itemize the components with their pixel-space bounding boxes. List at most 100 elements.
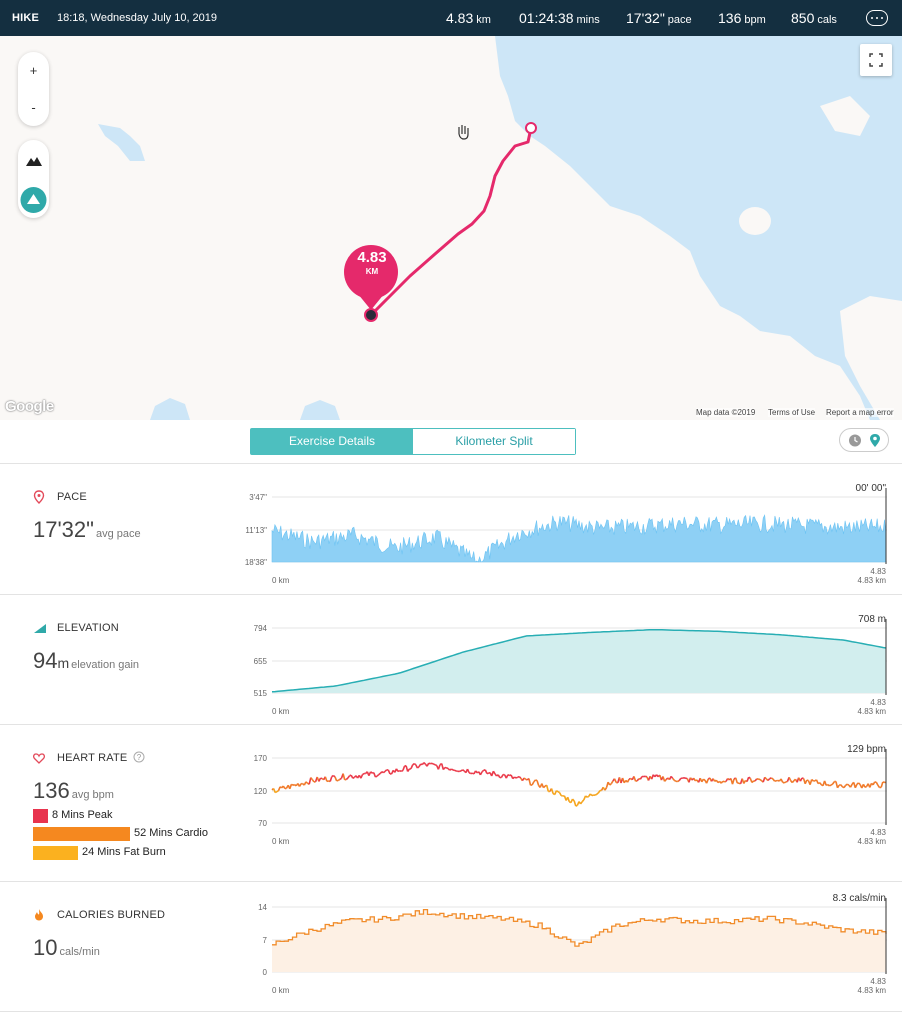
heart-rate-segment: [379, 771, 383, 774]
zoom-control: + -: [18, 52, 49, 126]
pace-chart[interactable]: 3'47" 11'13" 18'38" 00' 00" 4.83 0 km 4.…: [240, 476, 900, 591]
heart-rate-segment: [523, 777, 527, 781]
heart-rate-segment: [636, 778, 640, 782]
heart-rate-segment: [573, 800, 577, 807]
terrain-icon[interactable]: [26, 157, 42, 166]
heart-icon: [33, 753, 45, 764]
heart-rate-segment: [291, 783, 294, 786]
fullscreen-button[interactable]: [860, 44, 892, 76]
heart-rate-segment: [334, 776, 338, 782]
route-map[interactable]: 4.83 KM + - Google Map data ©2019 Terms …: [0, 36, 902, 420]
heart-rate-segment: [492, 770, 496, 775]
calories-x-start: 0 km: [272, 986, 290, 995]
terms-of-use-link[interactable]: Terms of Use: [768, 408, 816, 417]
elevation-series: [271, 628, 887, 693]
heart-rate-segment: [294, 784, 297, 787]
location-pin-icon[interactable]: [870, 434, 880, 447]
heart-rate-y-tick: 170: [254, 754, 268, 763]
heart-rate-segment: [329, 776, 333, 782]
heart-rate-segment: [426, 762, 430, 767]
heart-rate-current-value: 129 bpm: [847, 744, 886, 755]
distance-marker-label: 4.83 KM: [346, 249, 398, 277]
heart-rate-segment: [434, 764, 438, 767]
pace-x-end-value: 4.83: [870, 567, 886, 576]
heart-rate-segment: [528, 778, 532, 786]
elevation-x-end: 4.83 km: [858, 707, 887, 716]
heart-rate-segment: [332, 774, 336, 778]
heart-rate-segment: [693, 777, 696, 782]
clock-icon[interactable]: [849, 434, 861, 447]
heart-rate-x-start: 0 km: [272, 837, 290, 846]
pace-x-end: 4.83 km: [858, 576, 887, 585]
heart-rate-segment: [727, 777, 730, 781]
heart-rate-segment: [832, 781, 835, 785]
elevation-y-tick: 515: [254, 689, 268, 698]
heart-rate-segment: [594, 793, 598, 796]
heart-rate-segment: [462, 769, 465, 772]
elevation-area-fill: [272, 629, 886, 693]
heart-rate-segment: [468, 772, 472, 775]
elevation-x-end-value: 4.83: [870, 698, 886, 707]
heart-rate-segment: [702, 778, 706, 781]
calories-chart[interactable]: 14 7 0 8.3 cals/min 4.83 0 km 4.83 km: [240, 886, 900, 1001]
zoom-in-button[interactable]: +: [29, 63, 38, 78]
heart-rate-segment: [310, 777, 314, 781]
zoom-out-button[interactable]: -: [31, 100, 36, 115]
heart-rate-segment: [305, 781, 309, 784]
more-options-button[interactable]: [866, 10, 888, 26]
heart-rate-chart[interactable]: 170 120 70 129 bpm 4.83 0 km 4.83 km: [240, 737, 900, 852]
heart-rate-segment: [545, 785, 550, 792]
heart-rate-y-tick: 70: [258, 819, 267, 828]
heart-rate-segment: [610, 780, 614, 785]
heart-rate-segment: [799, 777, 803, 782]
tab-kilometer-split[interactable]: Kilometer Split: [413, 429, 575, 454]
heart-rate-segment: [382, 770, 386, 774]
calories-x-end: 4.83 km: [858, 986, 887, 995]
elevation-y-tick: 655: [254, 657, 268, 666]
view-toggle[interactable]: [839, 428, 889, 452]
calories-section: CALORIES BURNED 10 cals/min 14 7 0 8.3 ca…: [0, 881, 902, 1011]
heart-rate-segment: [626, 778, 630, 783]
heart-rate-segment: [308, 777, 312, 785]
satellite-view-icon[interactable]: [20, 187, 47, 213]
heart-rate-segment: [337, 778, 341, 782]
map-canvas[interactable]: [0, 36, 902, 420]
heart-rate-segment: [339, 777, 342, 780]
heart-rate-segment: [801, 777, 804, 780]
heart-rate-segment: [347, 775, 351, 779]
pace-y-tick: 3'47": [249, 493, 267, 502]
heart-rate-segment: [514, 776, 517, 779]
heart-rate-segment: [825, 783, 829, 787]
heart-rate-segment: [362, 772, 365, 776]
heart-rate-segment: [440, 763, 445, 770]
calories-line: [272, 908, 887, 947]
distance-stat: 4.83 km: [446, 10, 491, 26]
heart-rate-x-end-value: 4.83: [870, 828, 886, 837]
calories-current-value: 8.3 cals/min: [833, 893, 886, 904]
heart-rate-segment: [459, 770, 462, 773]
heart-rate-segment: [770, 777, 774, 780]
heart-rate-segment: [777, 779, 780, 782]
heart-rate-segment: [830, 783, 834, 786]
heart-rate-segment: [856, 782, 860, 785]
report-map-error-link[interactable]: Report a map error: [826, 408, 894, 417]
heart-rate-segment: [571, 798, 575, 802]
heart-rate-segment: [804, 779, 808, 785]
pace-x-start: 0 km: [272, 576, 290, 585]
heart-rate-segment: [584, 795, 588, 798]
heart-rate-segment: [533, 779, 537, 783]
elevation-chart[interactable]: 794 655 515 708 m 4.83 0 km 4.83 km: [240, 607, 900, 722]
elevation-x-start: 0 km: [272, 707, 290, 716]
tab-exercise-details[interactable]: Exercise Details: [251, 429, 413, 454]
heart-rate-segment: [694, 779, 698, 782]
zone-bar: [33, 809, 48, 823]
heart-rate-segment: [734, 777, 739, 784]
help-icon[interactable]: ?: [133, 751, 145, 763]
zone-label: 24 Mins Fat Burn: [82, 846, 166, 858]
marker-distance-unit: KM: [365, 267, 379, 276]
heart-rate-segment: [842, 786, 845, 789]
elevation-line: [271, 628, 887, 693]
heart-rate-title: HEART RATE: [57, 752, 128, 764]
heart-rate-segment: [488, 771, 491, 774]
heart-rate-segment: [387, 769, 391, 775]
